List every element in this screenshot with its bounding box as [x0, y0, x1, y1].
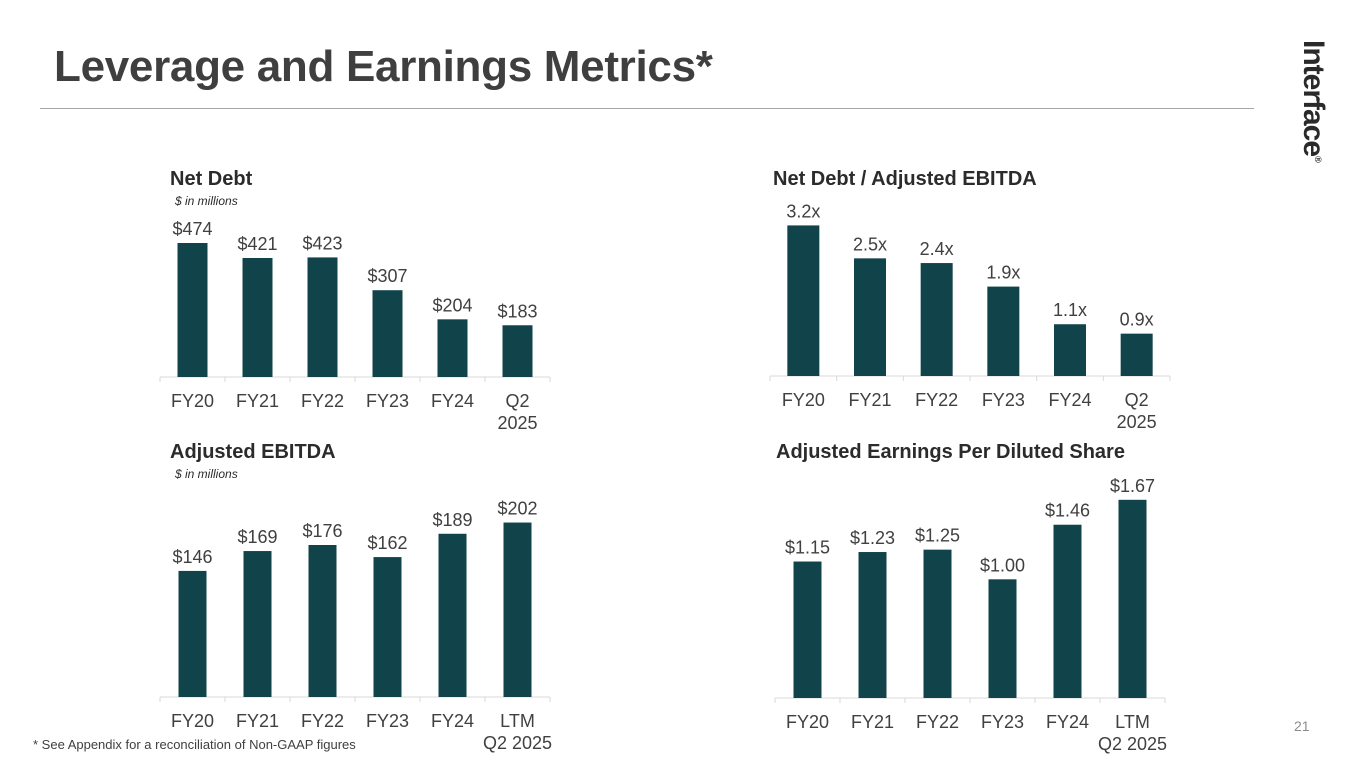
ebitda-title: Adjusted EBITDA [170, 441, 336, 463]
x-tick-label: LTM [500, 711, 535, 731]
x-tick-label: FY20 [786, 712, 829, 732]
bar-leverage-1 [854, 258, 886, 376]
x-tick-label: FY22 [301, 711, 344, 731]
bar-leverage-4 [1054, 324, 1086, 376]
leverage-chart: 3.2x FY20 2.5x FY21 2.4x FY22 1.9x FY23 1.1x FY24… [769, 201, 1171, 432]
net-debt-title: Net Debt [170, 168, 253, 190]
bar-ebitda-5 [503, 522, 532, 697]
bar-eps-2 [923, 549, 952, 698]
bar-ebitda-1 [243, 551, 272, 697]
data-label: 3.2x [786, 201, 820, 221]
bar-net_debt-4 [437, 319, 468, 377]
data-label: $1.25 [915, 526, 960, 546]
eps-chart: $1.15 FY20 $1.23 FY21 $1.25 FY22 $1.00 FY23 $1.4… [774, 476, 1167, 754]
net-debt-chart: $474 FY20 $421 FY21 $423 FY22 $307 FY23 $204 FY24… [159, 219, 551, 433]
x-tick-label: FY21 [236, 391, 279, 411]
data-label: $423 [302, 233, 342, 253]
x-tick-label: Q2 2025 [1098, 734, 1167, 754]
data-label: $421 [237, 234, 277, 254]
bar-net_debt-0 [177, 243, 208, 377]
bar-leverage-2 [920, 263, 953, 376]
bar-leverage-3 [987, 286, 1020, 376]
bar-ebitda-2 [308, 545, 337, 697]
data-label: 2.4x [920, 239, 954, 259]
x-tick-label: FY22 [916, 712, 959, 732]
data-label: 1.1x [1053, 300, 1087, 320]
x-tick-label: FY23 [366, 391, 409, 411]
ebitda-subtitle: $ in millions [175, 467, 238, 481]
x-tick-label: 2025 [497, 413, 537, 433]
x-tick-label: FY24 [1048, 390, 1091, 410]
x-tick-label: FY22 [915, 390, 958, 410]
bar-eps-1 [858, 552, 887, 698]
data-label: $1.23 [850, 528, 895, 548]
data-label: $202 [497, 499, 537, 519]
data-label: $1.15 [785, 538, 830, 558]
bar-net_debt-3 [372, 290, 403, 377]
data-label: $1.67 [1110, 476, 1155, 496]
bar-eps-3 [988, 579, 1017, 698]
x-tick-label: FY20 [782, 390, 825, 410]
x-tick-label: Q2 2025 [483, 733, 552, 753]
bar-net_debt-5 [502, 325, 533, 377]
bar-leverage-5 [1120, 333, 1153, 376]
x-tick-label: FY22 [301, 391, 344, 411]
x-tick-label: 2025 [1117, 412, 1157, 432]
x-tick-label: FY20 [171, 711, 214, 731]
x-tick-label: Q2 [505, 391, 529, 411]
leverage-title: Net Debt / Adjusted EBITDA [773, 168, 1037, 190]
data-label: $189 [432, 510, 472, 530]
x-tick-label: FY21 [848, 390, 891, 410]
page-title: Leverage and Earnings Metrics* [54, 42, 713, 91]
non-gaap-footnote: * See Appendix for a reconciliation of N… [33, 737, 356, 752]
data-label: 1.9x [986, 263, 1020, 283]
bar-ebitda-3 [373, 557, 402, 697]
data-label: $204 [432, 295, 472, 315]
data-label: $146 [172, 547, 212, 567]
x-tick-label: FY21 [236, 711, 279, 731]
x-tick-label: FY23 [981, 712, 1024, 732]
data-label: $176 [302, 521, 342, 541]
bar-ebitda-4 [438, 533, 467, 697]
x-tick-label: Q2 [1125, 390, 1149, 410]
x-tick-label: FY23 [366, 711, 409, 731]
data-label: 2.5x [853, 234, 887, 254]
logo-text: Interface [1297, 40, 1330, 157]
x-tick-label: FY24 [431, 391, 474, 411]
page-number: 21 [1294, 718, 1310, 734]
x-tick-label: FY24 [431, 711, 474, 731]
x-tick-label: FY24 [1046, 712, 1089, 732]
net-debt-subtitle: $ in millions [175, 194, 238, 208]
data-label: $1.46 [1045, 501, 1090, 521]
bar-eps-4 [1053, 524, 1082, 698]
x-tick-label: FY20 [171, 391, 214, 411]
data-label: 0.9x [1120, 310, 1154, 330]
bar-eps-5 [1118, 499, 1147, 698]
bar-leverage-0 [787, 225, 820, 376]
data-label: $162 [367, 533, 407, 553]
x-tick-label: LTM [1115, 712, 1150, 732]
eps-title: Adjusted Earnings Per Diluted Share [776, 441, 1125, 463]
data-label: $169 [237, 527, 277, 547]
bar-eps-0 [793, 561, 822, 698]
data-label: $307 [367, 266, 407, 286]
data-label: $1.00 [980, 555, 1025, 575]
data-label: $474 [172, 219, 212, 239]
data-label: $183 [497, 301, 537, 321]
x-tick-label: FY21 [851, 712, 894, 732]
title-divider [40, 108, 1254, 109]
interface-logo: Interface® [1290, 40, 1330, 170]
x-tick-label: FY23 [982, 390, 1025, 410]
bar-net_debt-1 [242, 257, 273, 377]
ebitda-chart: $146 FY20 $169 FY21 $176 FY22 $162 FY23 $189 FY24… [159, 499, 552, 753]
bar-ebitda-0 [178, 570, 207, 697]
registered-mark: ® [1313, 156, 1323, 162]
bar-net_debt-2 [307, 257, 338, 377]
